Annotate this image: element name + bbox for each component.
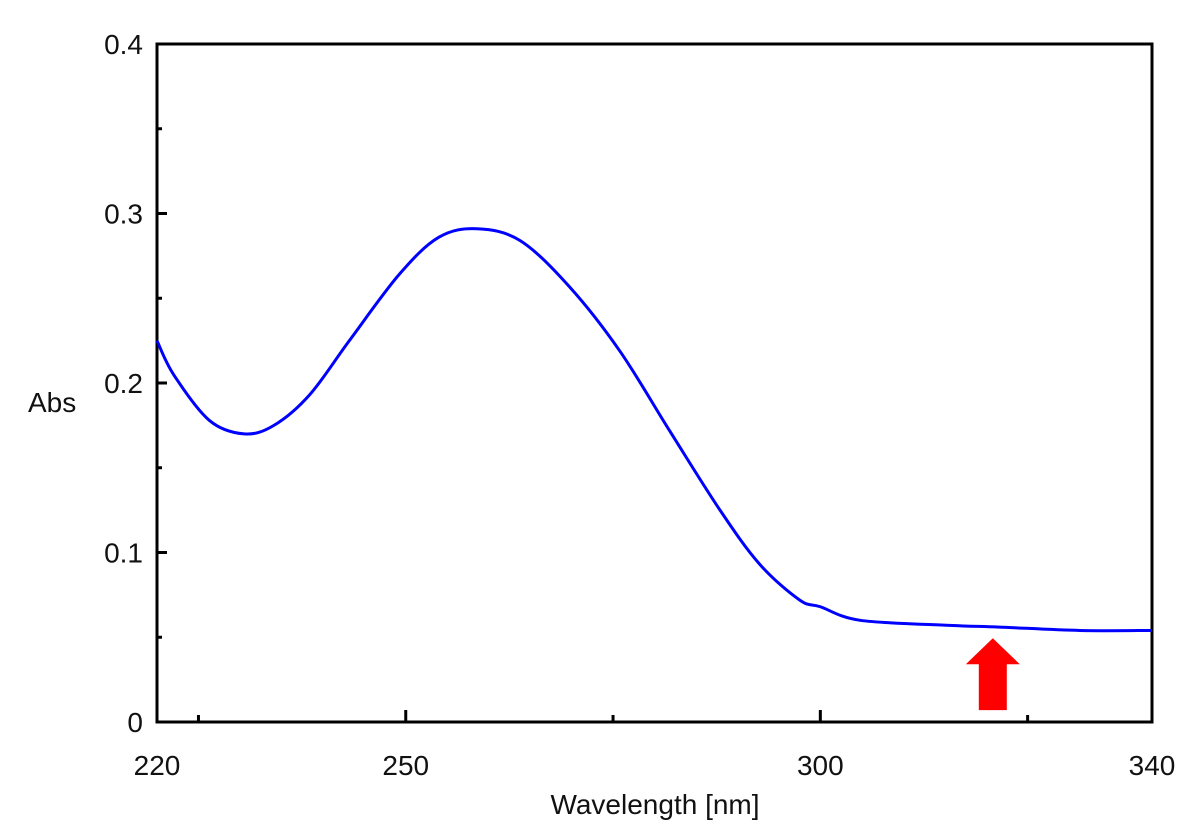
plot-frame	[155, 42, 1154, 724]
axes: 220 250 300 340 0 0.1 0.2 0.3 0.4	[104, 29, 1175, 781]
y-tick-label: 0.4	[104, 29, 143, 60]
y-axis-title: Abs	[28, 387, 76, 418]
red-arrow-icon	[965, 638, 1020, 711]
y-tick-label: 0.1	[104, 538, 143, 569]
x-tick-label: 220	[134, 750, 181, 781]
y-tick-label: 0.3	[104, 199, 143, 230]
absorbance-line	[155, 227, 1153, 633]
series-layer	[155, 227, 1153, 633]
x-tick-label: 250	[382, 750, 429, 781]
x-tick-label: 300	[797, 750, 844, 781]
annotation-layer	[965, 638, 1020, 711]
y-tick-label: 0.2	[104, 368, 143, 399]
y-tick-label: 0	[127, 707, 143, 738]
x-axis-title: Wavelength [nm]	[550, 789, 759, 820]
x-tick-label: 340	[1129, 750, 1176, 781]
